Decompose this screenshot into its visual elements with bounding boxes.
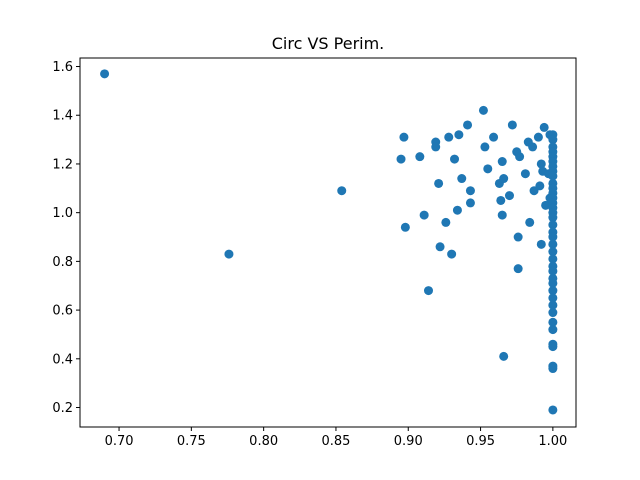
data-point <box>457 174 467 184</box>
data-point <box>396 154 406 164</box>
y-tick-label: 1.0 <box>52 206 73 221</box>
data-point <box>533 132 543 142</box>
data-point <box>478 105 488 115</box>
points-layer <box>100 69 558 415</box>
data-point <box>454 130 464 140</box>
data-point <box>424 286 433 296</box>
data-point <box>463 120 473 130</box>
x-tick-label: 0.75 <box>177 434 206 449</box>
data-point <box>548 266 558 276</box>
x-tick-label: 0.90 <box>394 434 423 449</box>
data-point <box>465 186 475 196</box>
data-point <box>548 171 558 181</box>
data-point <box>513 264 523 274</box>
data-point <box>535 181 545 191</box>
data-point <box>515 152 525 162</box>
data-point <box>450 154 460 164</box>
data-point <box>441 217 451 227</box>
x-tick-label: 0.85 <box>321 434 350 449</box>
x-tick-label: 1.00 <box>538 434 567 449</box>
data-point <box>497 157 507 167</box>
data-point <box>337 186 347 196</box>
data-point <box>548 278 558 288</box>
y-tick-label: 0.4 <box>52 352 73 367</box>
data-point <box>548 405 558 415</box>
data-point <box>548 239 558 249</box>
data-point <box>548 308 558 318</box>
data-point <box>536 159 546 169</box>
data-point <box>480 142 490 152</box>
data-point <box>499 174 509 184</box>
data-point <box>452 205 462 215</box>
data-point <box>399 132 409 142</box>
data-point <box>548 317 558 327</box>
data-point <box>548 300 558 310</box>
data-point <box>548 232 558 242</box>
y-tick-label: 1.2 <box>52 157 73 172</box>
data-point <box>541 200 551 210</box>
data-point <box>548 254 558 264</box>
y-tick-label: 1.4 <box>52 109 73 124</box>
chart-title: Circ VS Perim. <box>272 34 385 53</box>
data-point <box>496 195 506 205</box>
data-point <box>548 135 558 145</box>
data-point <box>539 122 549 132</box>
data-point <box>548 220 558 230</box>
data-point <box>415 152 425 162</box>
y-tick-label: 0.6 <box>52 304 73 319</box>
data-point <box>548 247 558 257</box>
data-point <box>525 217 535 227</box>
data-point <box>507 120 517 130</box>
data-point <box>513 232 523 242</box>
data-point <box>497 210 507 220</box>
plot-frame <box>79 57 577 428</box>
data-point <box>536 239 546 249</box>
data-point <box>548 342 558 352</box>
data-point <box>434 178 444 188</box>
data-point <box>528 142 538 152</box>
data-point <box>499 351 509 361</box>
data-point <box>548 293 558 303</box>
y-tick-label: 0.2 <box>52 401 73 416</box>
data-point <box>447 249 457 259</box>
data-point <box>489 132 499 142</box>
x-axis: 0.70 0.75 0.80 0.85 0.90 0.95 1.00 <box>105 427 567 449</box>
y-axis: 0.2 0.4 0.6 0.8 1.0 1.2 1.4 1.6 <box>52 60 80 416</box>
data-point <box>444 132 454 142</box>
data-point <box>400 222 410 232</box>
data-point <box>548 213 558 223</box>
data-point <box>548 286 558 296</box>
data-point <box>548 364 558 374</box>
y-tick-label: 1.6 <box>52 60 73 75</box>
data-point <box>100 69 110 79</box>
data-point <box>431 142 441 152</box>
data-point <box>224 249 234 259</box>
data-point <box>548 325 558 335</box>
x-tick-label: 0.80 <box>249 434 278 449</box>
data-point <box>520 169 530 179</box>
data-point <box>483 164 493 174</box>
x-tick-label: 0.70 <box>105 434 134 449</box>
data-point <box>419 210 429 220</box>
data-point <box>435 242 445 252</box>
data-point <box>465 198 475 208</box>
x-tick-label: 0.95 <box>466 434 495 449</box>
data-point <box>504 191 514 201</box>
y-tick-label: 0.8 <box>52 255 73 270</box>
